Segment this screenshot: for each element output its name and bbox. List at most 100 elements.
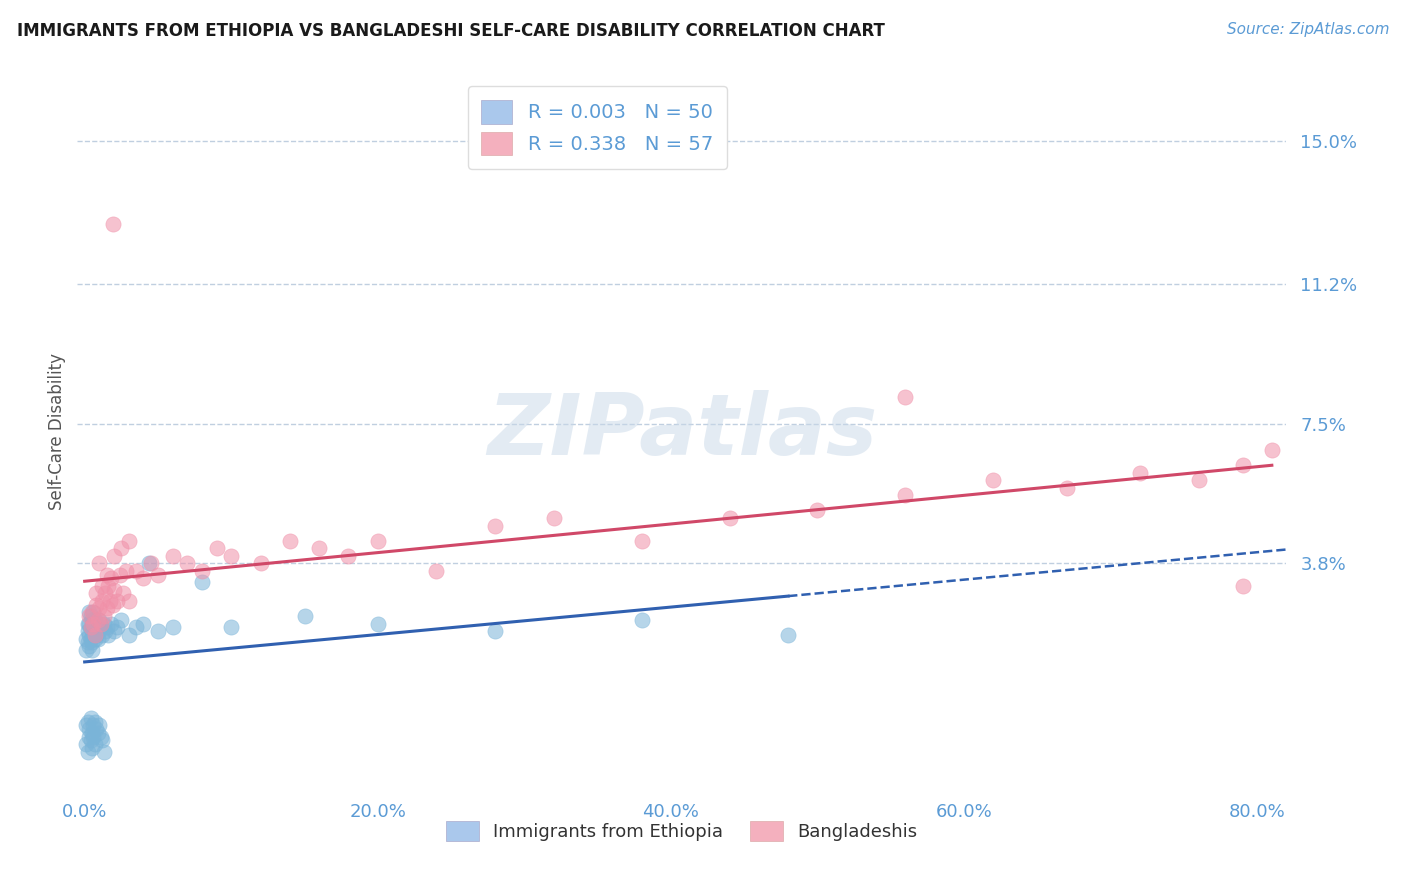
Point <box>82 605 104 619</box>
Point <box>983 473 1005 487</box>
Point <box>630 533 652 548</box>
Point <box>93 745 115 759</box>
Point <box>77 609 100 624</box>
Point <box>97 579 120 593</box>
Point <box>146 624 169 638</box>
Point <box>108 567 131 582</box>
Text: IMMIGRANTS FROM ETHIOPIA VS BANGLADESHI SELF-CARE DISABILITY CORRELATION CHART: IMMIGRANTS FROM ETHIOPIA VS BANGLADESHI … <box>17 22 884 40</box>
Point <box>82 628 104 642</box>
Point <box>79 620 101 634</box>
Point <box>1187 473 1209 487</box>
Point <box>80 741 103 756</box>
Point <box>89 718 111 732</box>
Point <box>77 639 100 653</box>
Point <box>80 613 103 627</box>
Point <box>308 541 330 556</box>
Point <box>87 632 110 646</box>
Point <box>84 714 107 729</box>
Point <box>94 586 117 600</box>
Point <box>367 533 389 548</box>
Point <box>89 613 111 627</box>
Point <box>82 730 104 744</box>
Point <box>1056 481 1078 495</box>
Point <box>191 575 214 590</box>
Text: ZIPatlas: ZIPatlas <box>486 390 877 473</box>
Point <box>117 533 139 548</box>
Point <box>96 620 118 634</box>
Point <box>97 628 120 642</box>
Point <box>89 601 111 615</box>
Point <box>425 564 447 578</box>
Point <box>76 616 98 631</box>
Point <box>117 628 139 642</box>
Point <box>89 624 111 638</box>
Point <box>125 620 148 634</box>
Point <box>76 635 98 649</box>
Point <box>139 556 162 570</box>
Point <box>76 714 98 729</box>
Point <box>93 609 115 624</box>
Point <box>87 620 110 634</box>
Point <box>103 549 125 563</box>
Point <box>162 620 184 634</box>
Point <box>79 711 101 725</box>
Point <box>80 635 103 649</box>
Point <box>94 624 117 638</box>
Point <box>125 564 148 578</box>
Point <box>630 613 652 627</box>
Point <box>543 511 565 525</box>
Point <box>132 616 155 631</box>
Point <box>278 533 301 548</box>
Point <box>90 620 112 634</box>
Point <box>79 733 101 747</box>
Point <box>93 616 115 631</box>
Point <box>77 616 100 631</box>
Point <box>77 628 100 642</box>
Point <box>82 616 104 631</box>
Legend: Immigrants from Ethiopia, Bangladeshis: Immigrants from Ethiopia, Bangladeshis <box>439 814 925 848</box>
Point <box>77 605 100 619</box>
Point <box>96 567 118 582</box>
Point <box>138 556 160 570</box>
Point <box>76 624 98 638</box>
Point <box>100 571 122 585</box>
Point <box>90 616 112 631</box>
Point <box>96 601 118 615</box>
Point <box>894 488 917 502</box>
Point <box>80 624 103 638</box>
Point <box>111 586 134 600</box>
Point <box>86 586 108 600</box>
Point <box>86 628 108 642</box>
Point <box>249 556 271 570</box>
Point <box>1232 458 1254 473</box>
Point <box>205 541 228 556</box>
Point <box>84 737 107 751</box>
Point <box>98 594 121 608</box>
Point <box>84 613 107 627</box>
Point <box>219 549 242 563</box>
Point <box>110 613 132 627</box>
Point <box>146 567 169 582</box>
Point <box>77 722 100 736</box>
Point <box>806 503 828 517</box>
Point <box>894 390 917 404</box>
Point <box>132 571 155 585</box>
Point <box>117 594 139 608</box>
Point <box>87 726 110 740</box>
Point <box>110 541 132 556</box>
Point <box>103 624 125 638</box>
Point <box>79 609 101 624</box>
Point <box>1261 443 1284 458</box>
Point <box>75 632 97 646</box>
Point <box>90 730 112 744</box>
Point <box>105 620 128 634</box>
Point <box>80 726 103 740</box>
Point <box>82 616 104 631</box>
Point <box>91 628 114 642</box>
Point <box>84 628 107 642</box>
Point <box>89 556 111 570</box>
Point <box>778 628 800 642</box>
Point <box>101 598 124 612</box>
Point <box>101 217 124 231</box>
Y-axis label: Self-Care Disability: Self-Care Disability <box>48 352 66 510</box>
